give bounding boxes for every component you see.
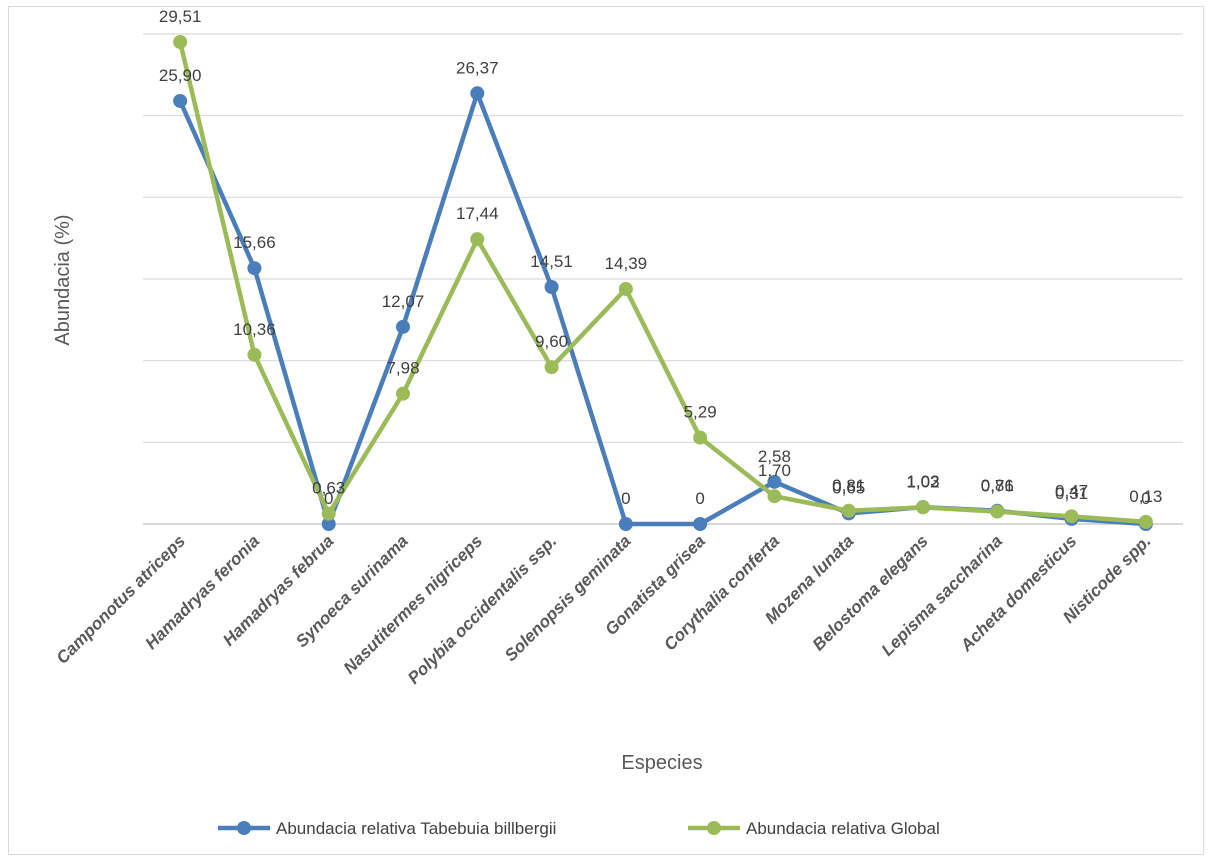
- data-point: [247, 347, 262, 362]
- category-label: Nasutitermes nigriceps: [340, 531, 486, 677]
- category-label: Lepisma saccharina: [878, 531, 1006, 659]
- data-label: 14,51: [530, 252, 573, 271]
- data-label: 29,51: [159, 7, 202, 26]
- data-point: [470, 86, 485, 101]
- data-label: 1,02: [906, 472, 939, 491]
- data-label: 25,90: [159, 66, 202, 85]
- data-label: 5,29: [684, 403, 717, 422]
- data-point: [1138, 514, 1153, 529]
- category-label: Solenopsis geminata: [501, 531, 635, 665]
- data-label: 0,31: [1055, 484, 1088, 503]
- legend-marker-1: [237, 821, 251, 835]
- data-point: [173, 93, 188, 108]
- data-point: [321, 517, 336, 531]
- legend-label-1: Abundacia relativa Tabebuia billbergii: [276, 819, 556, 838]
- data-point: [1064, 509, 1079, 524]
- data-point: [247, 261, 262, 276]
- data-label: 1,70: [758, 461, 791, 480]
- data-label: 0,65: [832, 478, 865, 497]
- series-line-2: [177, 41, 1147, 525]
- data-point: [767, 474, 782, 489]
- data-point: [841, 503, 856, 518]
- data-point: [693, 517, 708, 531]
- series-lines: [177, 41, 1147, 527]
- data-point: [544, 280, 559, 295]
- series-line-1: [178, 91, 1147, 527]
- x-axis-title: Especies: [621, 752, 702, 774]
- data-label: 7,98: [386, 359, 419, 378]
- data-label: 0: [621, 489, 630, 508]
- data-label: 1,03: [906, 472, 939, 491]
- legend: Abundacia relativa Tabebuia billbergii Ab…: [218, 819, 940, 838]
- data-label: 9,60: [535, 332, 568, 351]
- data-label: 17,44: [456, 204, 499, 223]
- data-label: 0,13: [1129, 487, 1162, 506]
- category-label: Camponotus atriceps: [53, 531, 189, 667]
- y-axis-title: Abundacia (%): [52, 214, 74, 345]
- data-point: [767, 489, 782, 504]
- data-label: 2,58: [758, 447, 791, 466]
- data-point: [544, 360, 559, 375]
- legend-marker-2: [707, 821, 721, 835]
- data-point: [990, 504, 1005, 519]
- data-point: [916, 500, 930, 515]
- data-point: [470, 232, 485, 247]
- series-points: [173, 35, 1153, 531]
- data-point: [396, 319, 410, 334]
- data-label: 0,47: [1055, 481, 1088, 500]
- data-point: [618, 281, 633, 296]
- data-point: [173, 35, 188, 50]
- data-label: 0: [695, 489, 704, 508]
- data-point: [321, 506, 336, 521]
- data-point: [618, 517, 633, 531]
- data-label: 0,81: [832, 476, 865, 495]
- data-label: 14,39: [605, 254, 648, 273]
- legend-label-2: Abundacia relativa Global: [746, 819, 940, 838]
- data-label: 0,63: [312, 479, 345, 498]
- data-label: 12,07: [382, 292, 425, 311]
- data-label: 15,66: [233, 233, 276, 252]
- data-label: 0: [324, 489, 333, 508]
- data-point: [396, 386, 410, 401]
- data-label: 0,76: [981, 477, 1014, 496]
- gridlines: [143, 33, 1183, 443]
- category-label: Polybia occidentalis ssp.: [404, 531, 560, 687]
- data-label: 0: [1141, 489, 1150, 508]
- data-label: 26,37: [456, 58, 499, 77]
- data-label: 0,81: [981, 476, 1014, 495]
- data-point: [693, 430, 708, 445]
- data-label: 10,36: [233, 320, 276, 339]
- data-labels: 25,90 15,66 0 12,07 26,37 14,51 0 0 2,58 0,65 1,03…: [159, 7, 1163, 508]
